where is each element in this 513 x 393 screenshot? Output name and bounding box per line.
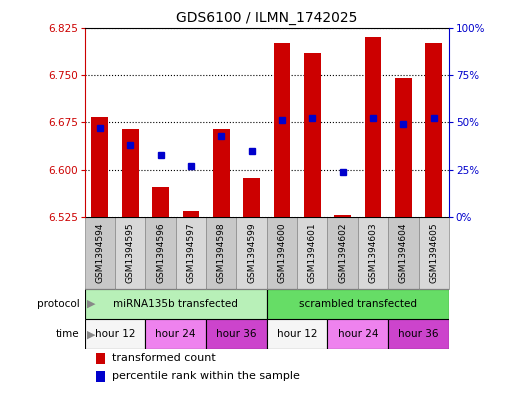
Bar <box>206 217 236 288</box>
Bar <box>358 217 388 288</box>
Bar <box>327 217 358 288</box>
Bar <box>395 78 412 217</box>
Text: GSM1394597: GSM1394597 <box>186 223 195 283</box>
Text: GSM1394603: GSM1394603 <box>368 223 378 283</box>
Bar <box>85 288 267 319</box>
Bar <box>213 129 230 217</box>
Bar <box>267 217 297 288</box>
Bar <box>327 319 388 349</box>
Text: miRNA135b transfected: miRNA135b transfected <box>113 299 238 309</box>
Text: scrambled transfected: scrambled transfected <box>299 299 417 309</box>
Bar <box>183 211 199 217</box>
Bar <box>115 217 145 288</box>
Bar <box>85 319 145 349</box>
Text: hour 24: hour 24 <box>338 329 378 339</box>
Title: GDS6100 / ILMN_1742025: GDS6100 / ILMN_1742025 <box>176 11 358 25</box>
Bar <box>267 319 327 349</box>
Text: GSM1394602: GSM1394602 <box>338 223 347 283</box>
Bar <box>425 43 442 217</box>
Bar <box>388 319 449 349</box>
Text: GSM1394601: GSM1394601 <box>308 223 317 283</box>
Text: GSM1394600: GSM1394600 <box>278 223 286 283</box>
Bar <box>175 217 206 288</box>
Bar <box>297 217 327 288</box>
Bar <box>145 217 175 288</box>
Bar <box>145 319 206 349</box>
Text: hour 36: hour 36 <box>398 329 439 339</box>
Bar <box>206 319 267 349</box>
Text: GSM1394598: GSM1394598 <box>216 223 226 283</box>
Bar <box>243 178 260 217</box>
Text: hour 12: hour 12 <box>95 329 135 339</box>
Text: GSM1394596: GSM1394596 <box>156 223 165 283</box>
Text: transformed count: transformed count <box>112 353 215 363</box>
Text: time: time <box>56 329 80 339</box>
Text: GSM1394595: GSM1394595 <box>126 223 135 283</box>
Text: ▶: ▶ <box>87 329 96 339</box>
Text: hour 24: hour 24 <box>155 329 196 339</box>
Text: ▶: ▶ <box>87 299 96 309</box>
Text: hour 36: hour 36 <box>216 329 256 339</box>
Text: GSM1394605: GSM1394605 <box>429 223 438 283</box>
Bar <box>419 217 449 288</box>
Bar <box>95 353 105 364</box>
Bar <box>236 217 267 288</box>
Bar <box>122 129 139 217</box>
Text: protocol: protocol <box>37 299 80 309</box>
Bar <box>273 43 290 217</box>
Bar <box>267 288 449 319</box>
Bar <box>334 215 351 217</box>
Bar <box>152 187 169 217</box>
Bar <box>95 371 105 382</box>
Text: GSM1394599: GSM1394599 <box>247 223 256 283</box>
Bar <box>85 217 115 288</box>
Text: hour 12: hour 12 <box>277 329 318 339</box>
Bar <box>388 217 419 288</box>
Text: percentile rank within the sample: percentile rank within the sample <box>112 371 300 381</box>
Bar <box>91 117 108 217</box>
Text: GSM1394594: GSM1394594 <box>95 223 104 283</box>
Bar <box>304 53 321 217</box>
Bar <box>365 37 381 217</box>
Text: GSM1394604: GSM1394604 <box>399 223 408 283</box>
